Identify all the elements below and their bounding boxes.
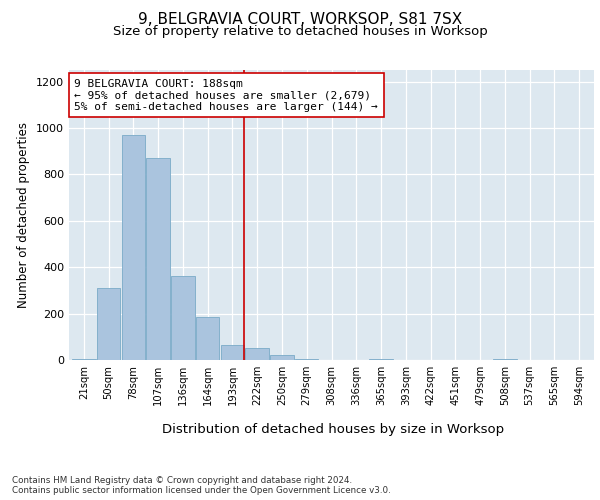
Bar xyxy=(196,317,220,360)
Bar xyxy=(171,276,194,360)
Bar xyxy=(270,356,294,360)
Bar xyxy=(146,158,170,360)
Text: Contains HM Land Registry data © Crown copyright and database right 2024.
Contai: Contains HM Land Registry data © Crown c… xyxy=(12,476,391,495)
Bar xyxy=(295,359,319,360)
Bar xyxy=(221,345,244,360)
Text: Distribution of detached houses by size in Worksop: Distribution of detached houses by size … xyxy=(162,422,504,436)
Text: 9, BELGRAVIA COURT, WORKSOP, S81 7SX: 9, BELGRAVIA COURT, WORKSOP, S81 7SX xyxy=(138,12,462,28)
Text: Size of property relative to detached houses in Worksop: Size of property relative to detached ho… xyxy=(113,25,487,38)
Bar xyxy=(72,359,95,360)
Bar xyxy=(122,135,145,360)
Bar xyxy=(493,359,517,360)
Bar xyxy=(97,288,121,360)
Y-axis label: Number of detached properties: Number of detached properties xyxy=(17,122,31,308)
Bar xyxy=(369,359,393,360)
Bar xyxy=(245,348,269,360)
Text: 9 BELGRAVIA COURT: 188sqm
← 95% of detached houses are smaller (2,679)
5% of sem: 9 BELGRAVIA COURT: 188sqm ← 95% of detac… xyxy=(74,78,378,112)
